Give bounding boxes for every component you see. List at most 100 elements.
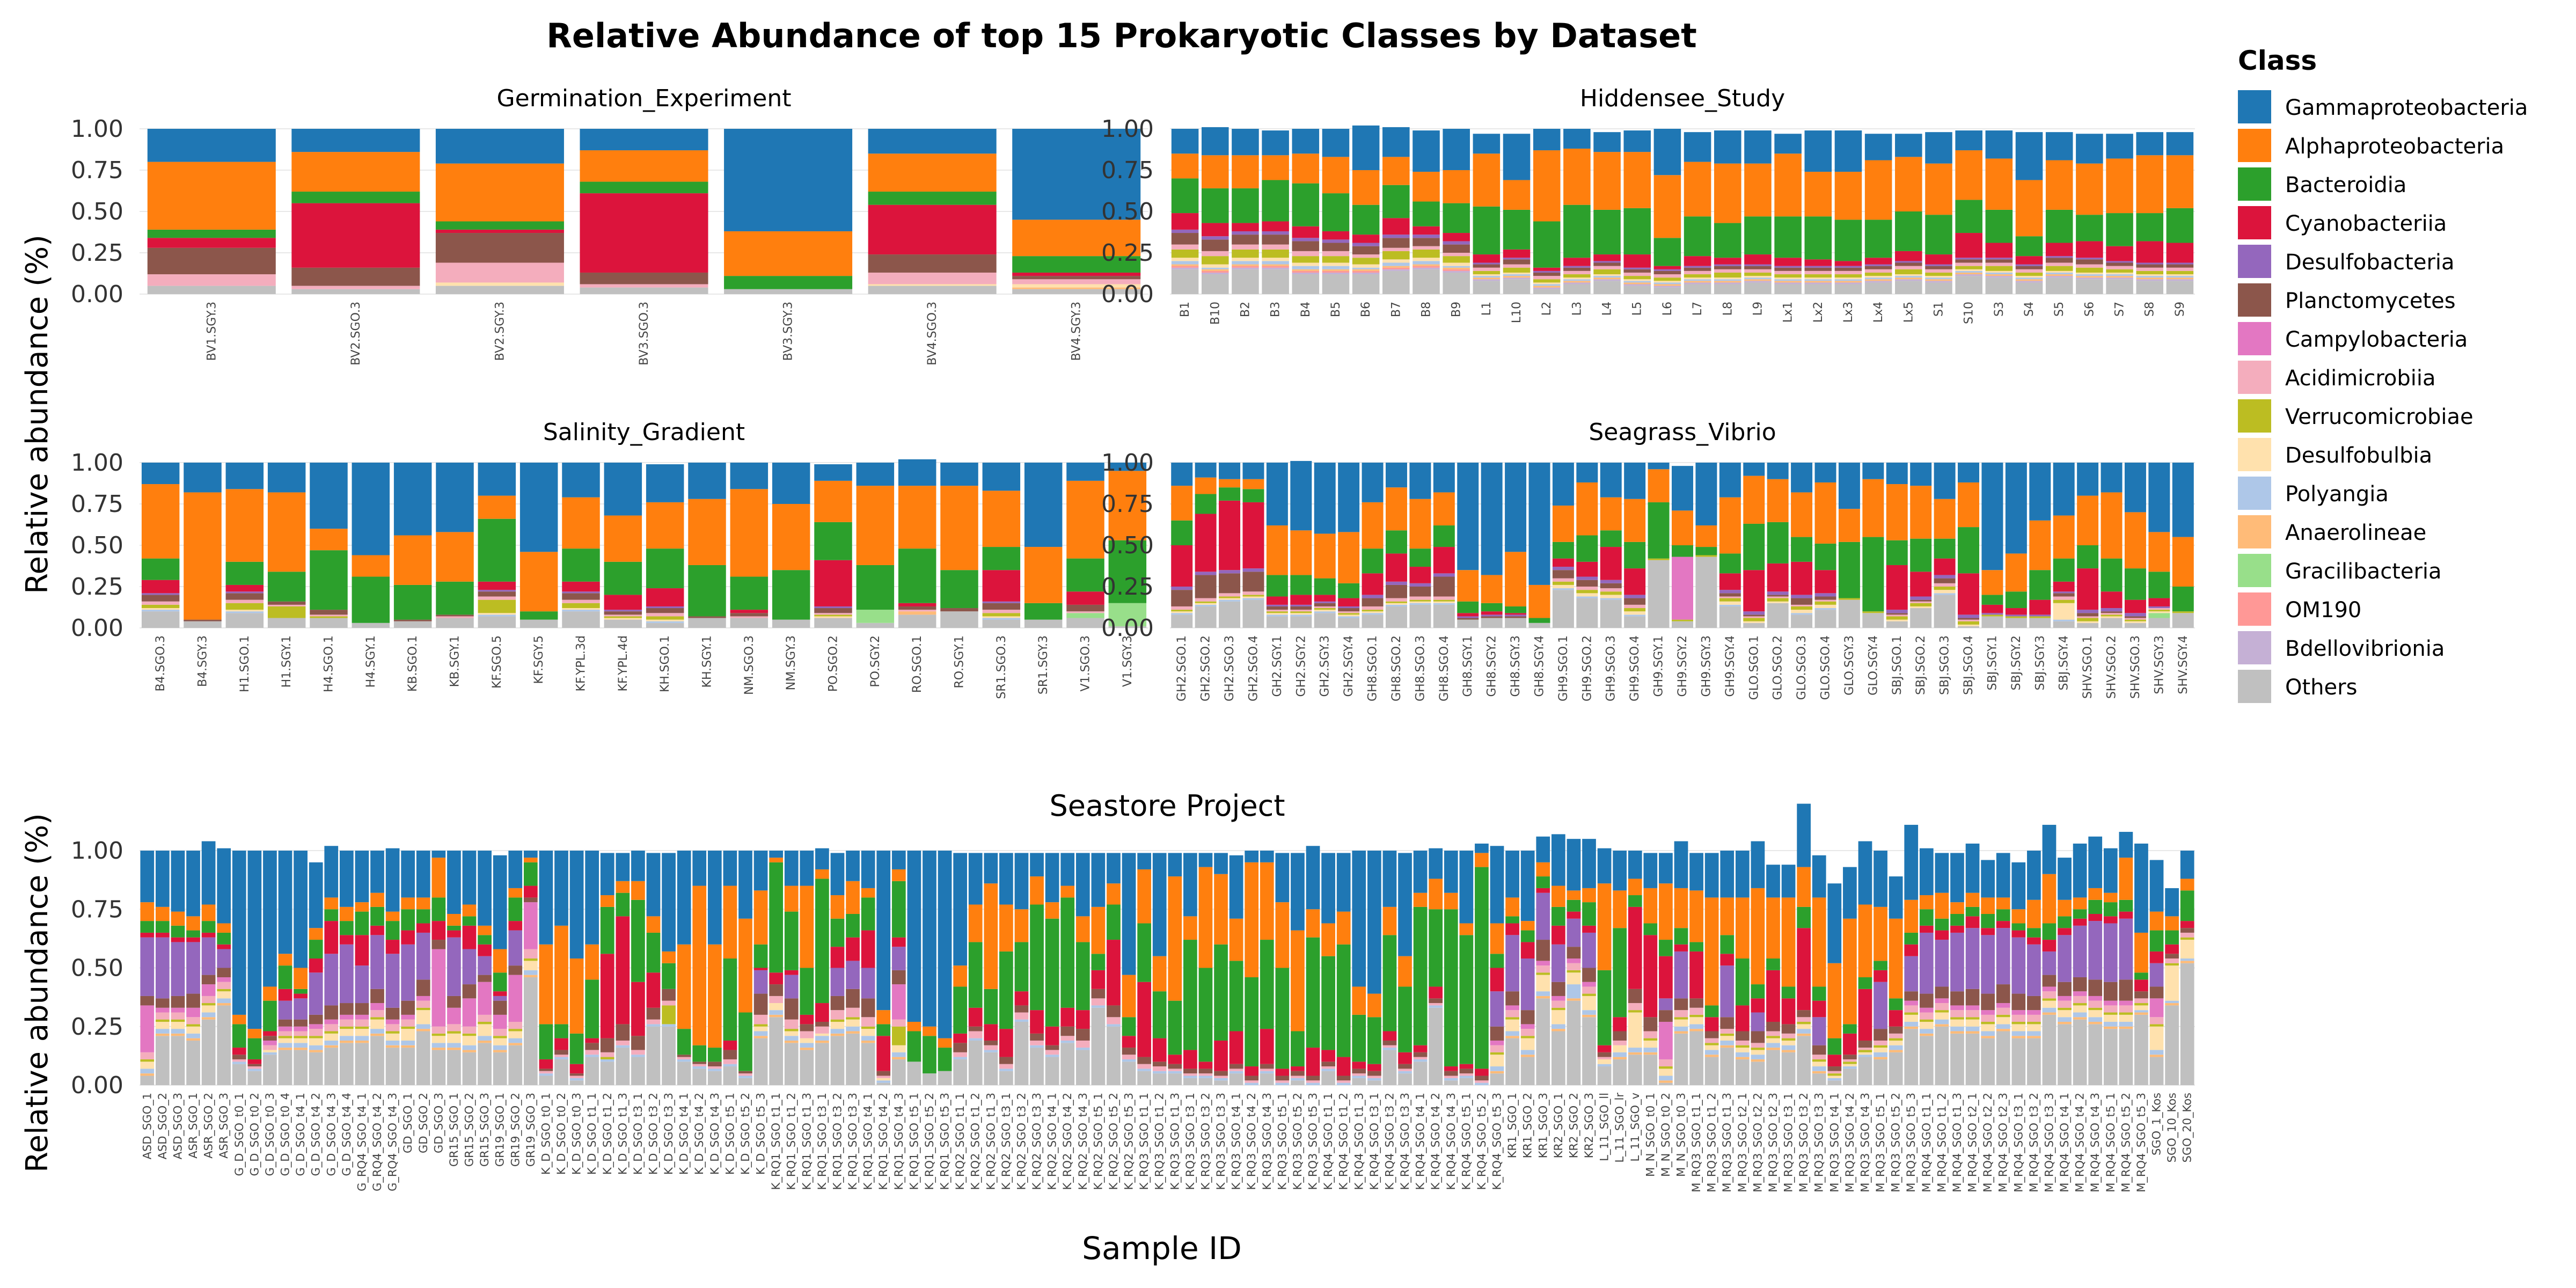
bar-segment bbox=[352, 623, 390, 628]
bar-segment bbox=[1520, 1029, 1535, 1036]
bar-segment bbox=[2180, 879, 2194, 891]
bar-GH2.SGY.1 bbox=[1266, 463, 1288, 628]
bar-segment bbox=[1672, 466, 1693, 511]
bar-segment bbox=[1781, 865, 1796, 898]
bar-segment bbox=[1704, 1050, 1719, 1055]
bar-segment bbox=[1797, 803, 1811, 867]
bar-segment bbox=[1689, 1031, 1703, 1085]
bar-segment bbox=[600, 1062, 614, 1085]
bar-segment bbox=[1659, 1080, 1673, 1083]
bar-segment bbox=[569, 1033, 584, 1064]
legend-label: Verrucomicrobiae bbox=[2285, 405, 2473, 429]
bar-segment bbox=[1774, 216, 1802, 258]
bar-segment bbox=[1292, 256, 1320, 263]
bar-segment bbox=[1536, 965, 1550, 973]
x-tick-label: L2 bbox=[1540, 302, 1554, 316]
bar-segment bbox=[2005, 608, 2027, 615]
bar-segment bbox=[1473, 267, 1501, 271]
bar-segment bbox=[1275, 1075, 1290, 1081]
bar-segment bbox=[938, 1071, 952, 1085]
bar-segment bbox=[1171, 590, 1193, 606]
bar-segment bbox=[604, 616, 642, 618]
bar-K_D_SGO_t0_3 bbox=[569, 851, 584, 1085]
bar-segment bbox=[278, 1048, 292, 1050]
bar-segment bbox=[1503, 274, 1531, 276]
bar-GR15_SGO_2 bbox=[462, 851, 477, 1085]
bar-segment bbox=[225, 611, 264, 613]
bar-segment bbox=[1781, 1052, 1796, 1085]
bar-segment bbox=[800, 1031, 814, 1038]
bar-segment bbox=[267, 572, 306, 602]
bar-segment bbox=[1827, 1055, 1842, 1067]
bar-segment bbox=[1904, 1005, 1919, 1013]
bar-segment bbox=[267, 492, 306, 572]
bar-segment bbox=[2088, 1010, 2103, 1018]
bar-SR1.SGO.3 bbox=[982, 463, 1021, 628]
bar-M_RQ4_SGO_t2_3 bbox=[1996, 853, 2010, 1085]
bar-segment bbox=[830, 1033, 845, 1036]
bar-segment bbox=[1864, 258, 1892, 265]
bar-segment bbox=[1107, 940, 1121, 1006]
bar-segment bbox=[1336, 1080, 1351, 1083]
bar-segment bbox=[1935, 1012, 1949, 1020]
bar-segment bbox=[2103, 1005, 2118, 1013]
bar-segment bbox=[891, 984, 906, 1020]
bar-segment bbox=[140, 1005, 155, 1052]
bar-segment bbox=[1443, 129, 1470, 170]
bar-segment bbox=[692, 1062, 707, 1064]
bar-segment bbox=[1904, 944, 1919, 956]
bar-segment bbox=[1536, 961, 1550, 966]
x-tick-label: SBJ.SGY.4 bbox=[2058, 635, 2071, 690]
bar-segment bbox=[1137, 1057, 1151, 1064]
bar-segment bbox=[856, 565, 895, 610]
bar-segment bbox=[478, 925, 492, 935]
bar-segment bbox=[1965, 1010, 1980, 1018]
bar-segment bbox=[1593, 152, 1621, 210]
bar-segment bbox=[815, 1026, 829, 1034]
bar-segment bbox=[1797, 1033, 1811, 1036]
bar-segment bbox=[1201, 236, 1229, 240]
legend-swatch bbox=[2238, 206, 2271, 239]
bar-segment bbox=[1834, 270, 1862, 275]
bar-segment bbox=[646, 606, 684, 609]
x-tick-label: B8 bbox=[1420, 302, 1433, 317]
bar-segment bbox=[2058, 858, 2072, 900]
bar-segment bbox=[1290, 616, 1312, 628]
x-tick-label: GLO.SGO.4 bbox=[1819, 635, 1833, 700]
bar-K_RQ4_SGO_t4_3 bbox=[1444, 851, 1458, 1085]
bar-K_RQ2_SGO_t4_3 bbox=[1075, 853, 1090, 1085]
bar-segment bbox=[876, 1078, 891, 1081]
bar-segment bbox=[1443, 203, 1470, 233]
bar-segment bbox=[1981, 616, 2003, 628]
bar-BV4.SGO.3 bbox=[868, 129, 997, 294]
bar-segment bbox=[1382, 235, 1410, 238]
bar-segment bbox=[1774, 270, 1802, 275]
bar-segment bbox=[462, 1050, 477, 1052]
bar-K_RQ3_SGO_t1_1 bbox=[1137, 853, 1151, 1085]
bar-segment bbox=[1409, 604, 1431, 628]
bar-segment bbox=[1075, 942, 1090, 1011]
bar-segment bbox=[891, 970, 906, 985]
bar-segment bbox=[1429, 998, 1443, 1004]
bar-segment bbox=[1889, 1050, 1903, 1052]
bar-segment bbox=[2136, 264, 2164, 268]
x-tick-label: K_RQ3_SGO_t3_1 bbox=[1184, 1093, 1197, 1190]
bar-segment bbox=[1045, 1026, 1059, 1045]
bar-segment bbox=[2077, 616, 2099, 618]
bar-segment bbox=[1735, 1057, 1750, 1059]
bar-segment bbox=[1934, 593, 1956, 595]
bar-segment bbox=[1433, 603, 1455, 605]
bar-segment bbox=[1385, 584, 1407, 598]
bar-K_RQ1_SGO_t3_2 bbox=[830, 853, 845, 1085]
bar-segment bbox=[1533, 284, 1561, 286]
bar-segment bbox=[769, 1014, 784, 1018]
bar-segment bbox=[2166, 267, 2194, 271]
bar-segment bbox=[1367, 1078, 1381, 1081]
bar-segment bbox=[1684, 277, 1711, 280]
bar-segment bbox=[355, 1014, 369, 1020]
x-tick-label: GH9.SGY.1 bbox=[1652, 635, 1666, 697]
bar-segment bbox=[1684, 281, 1711, 283]
bar-segment bbox=[562, 599, 600, 603]
bar-segment bbox=[355, 1036, 369, 1041]
bar-segment bbox=[1889, 876, 1903, 919]
